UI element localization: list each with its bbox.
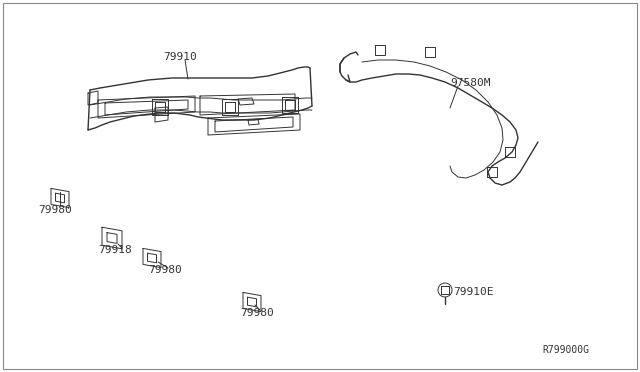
Text: 79918: 79918: [98, 245, 132, 255]
Text: 79980: 79980: [148, 265, 182, 275]
Text: 97580M: 97580M: [450, 78, 490, 88]
Text: 79910E: 79910E: [453, 287, 493, 297]
Text: 79980: 79980: [38, 205, 72, 215]
Text: 79980: 79980: [240, 308, 274, 318]
Text: 79910: 79910: [163, 52, 197, 62]
Text: R799000G: R799000G: [542, 345, 589, 355]
